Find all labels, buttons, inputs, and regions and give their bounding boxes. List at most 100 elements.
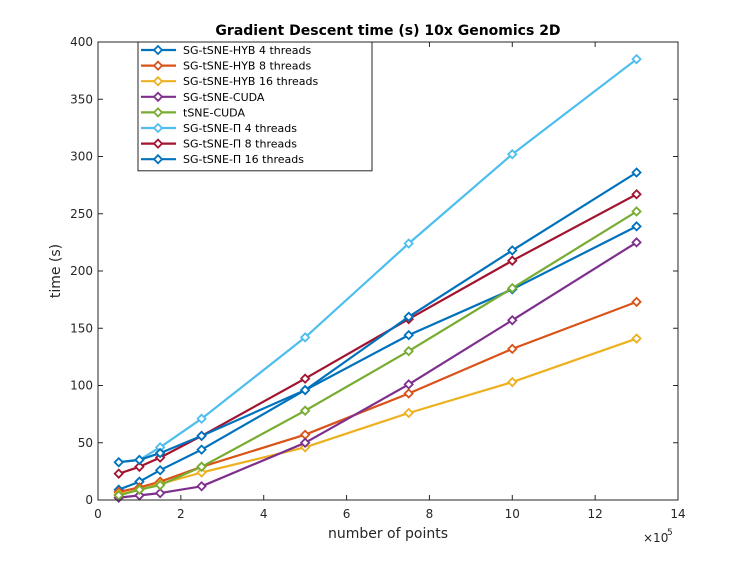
- x-multiplier-exponent: 5: [667, 528, 673, 538]
- data-point: [196, 413, 207, 424]
- data-point: [403, 388, 414, 399]
- data-point: [403, 329, 414, 341]
- data-point: [403, 311, 414, 323]
- data-point: [631, 237, 642, 248]
- data-point: [154, 464, 166, 476]
- x-tick-label: 10: [505, 507, 520, 521]
- y-tick-label: 200: [70, 264, 93, 278]
- y-tick-label: 150: [70, 321, 93, 335]
- legend-item: SG-tSNE-Π 4 threads: [141, 122, 297, 135]
- legend-swatch-marker: [152, 91, 164, 103]
- data-point: [403, 407, 414, 419]
- legend-swatch-marker: [152, 107, 164, 118]
- legend-item: SG-tSNE-Π 16 threads: [141, 153, 304, 166]
- legend-label: SG-tSNE-Π 16 threads: [183, 153, 304, 166]
- x-tick-label: 12: [588, 507, 603, 521]
- x-tick-label: 4: [260, 507, 268, 521]
- data-point: [299, 384, 311, 396]
- legend-swatch-marker: [152, 75, 164, 87]
- legend-label: SG-tSNE-HYB 16 threads: [183, 75, 319, 88]
- data-point: [196, 461, 207, 473]
- data-point: [507, 376, 518, 388]
- data-point: [196, 430, 207, 442]
- axes-layer: 0 2 4 6 8 10 12 14 0 50 100 150 200 250 300 350 400: [70, 35, 686, 521]
- data-point: [134, 490, 145, 501]
- x-axis-label: number of points: [328, 526, 448, 542]
- data-point: [154, 487, 166, 499]
- legend-label: SG-tSNE-CUDA: [183, 91, 265, 104]
- data-point: [299, 405, 311, 416]
- legend-label: SG-tSNE-Π 8 threads: [183, 138, 297, 151]
- series-4: [113, 206, 642, 501]
- legend-swatch-marker: [152, 138, 164, 149]
- legend-swatch-marker: [152, 153, 164, 165]
- data-point: [403, 345, 414, 357]
- data-point: [134, 454, 145, 466]
- legend-item: SG-tSNE-HYB 4 threads: [141, 44, 312, 57]
- legend-label: tSNE-CUDA: [183, 106, 245, 119]
- data-point: [113, 468, 124, 479]
- data-point: [113, 490, 124, 501]
- legend-swatch-marker: [152, 44, 164, 56]
- y-tick-label: 400: [70, 35, 93, 49]
- data-point: [631, 167, 642, 178]
- data-point: [507, 343, 518, 355]
- data-point: [403, 379, 414, 390]
- legend-item: SG-tSNE-HYB 8 threads: [141, 60, 312, 73]
- y-axis-label: time (s): [48, 244, 64, 298]
- data-point: [507, 245, 518, 256]
- data-point: [507, 148, 518, 160]
- legend-box: [137, 41, 373, 172]
- x-tick-label: 14: [670, 507, 685, 521]
- data-point: [631, 333, 642, 344]
- series-layer: [113, 53, 642, 503]
- chart-title: Gradient Descent time (s) 10x Genomics 2…: [215, 23, 560, 39]
- data-point: [299, 332, 311, 343]
- series-line: [118, 225, 638, 491]
- y-tick-label: 300: [70, 150, 93, 164]
- data-point: [631, 221, 642, 232]
- x-axis-multiplier: ×10 5: [643, 528, 673, 545]
- legend-item: SG-tSNE-Π 8 threads: [141, 138, 297, 151]
- x-tick-label: 2: [177, 507, 185, 521]
- legend-label: SG-tSNE-HYB 4 threads: [183, 44, 312, 57]
- data-point: [134, 461, 145, 473]
- data-point: [631, 53, 642, 65]
- legend-label: SG-tSNE-HYB 8 threads: [183, 60, 312, 73]
- x-tick-label: 8: [426, 507, 434, 521]
- y-tick-label: 350: [70, 92, 93, 106]
- data-point: [154, 447, 166, 459]
- legend-item: SG-tSNE-CUDA: [141, 91, 265, 104]
- data-point: [631, 189, 642, 200]
- data-point: [403, 238, 414, 249]
- y-tick-label: 0: [85, 493, 93, 507]
- x-tick-label: 6: [343, 507, 351, 521]
- data-point: [507, 282, 518, 294]
- data-point: [196, 480, 207, 492]
- legend-label: SG-tSNE-Π 4 threads: [183, 122, 297, 135]
- y-tick-label: 100: [70, 379, 93, 393]
- legend-item: tSNE-CUDA: [141, 106, 245, 119]
- data-point: [196, 444, 207, 455]
- data-point: [507, 255, 518, 266]
- data-point: [507, 314, 518, 326]
- y-tick-label: 250: [70, 207, 93, 221]
- data-point: [134, 484, 145, 495]
- legend: SG-tSNE-HYB 4 threads SG-tSNE-HYB 8 threa…: [137, 41, 373, 172]
- data-point: [196, 467, 207, 478]
- data-point: [299, 437, 311, 449]
- y-tick-label: 50: [78, 436, 93, 450]
- data-point: [631, 296, 642, 308]
- x-multiplier-base: ×10: [643, 531, 668, 545]
- data-point: [154, 479, 166, 491]
- data-point: [299, 373, 311, 384]
- legend-swatch-marker: [152, 60, 164, 71]
- legend-swatch-marker: [152, 122, 164, 134]
- series-7: [113, 167, 642, 468]
- data-point: [113, 456, 124, 468]
- x-tick-label: 0: [94, 507, 102, 521]
- legend-item: SG-tSNE-HYB 16 threads: [141, 75, 319, 88]
- data-point: [631, 206, 642, 217]
